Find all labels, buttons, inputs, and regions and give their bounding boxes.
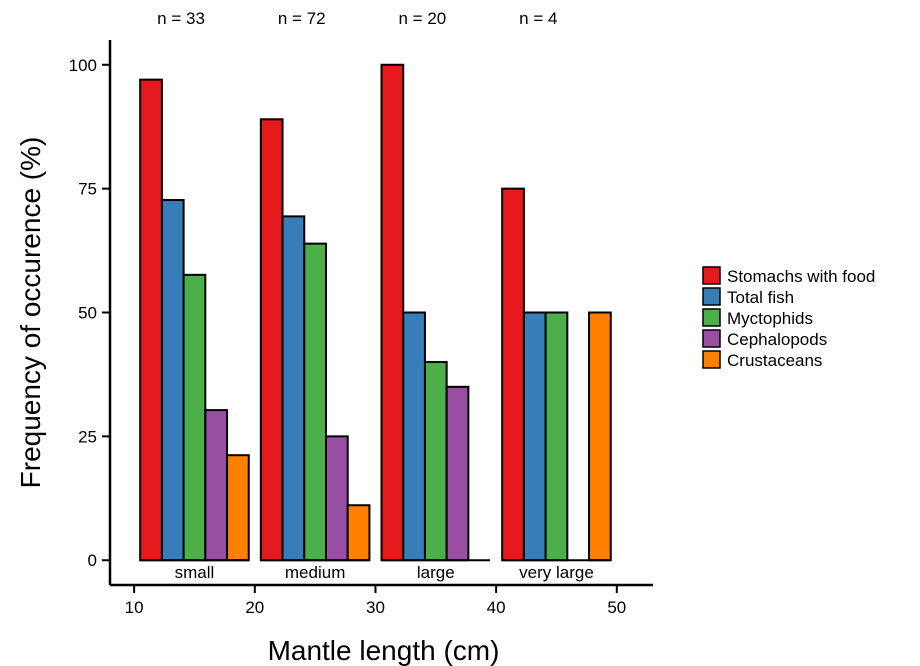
bar-stomachs-with-food-medium	[259, 118, 284, 562]
legend: Stomachs with food Total fish Myctophids Ce…	[702, 266, 875, 370]
bar-total-fish-large	[402, 311, 426, 562]
legend-entry-label: Myctophids	[727, 309, 813, 328]
sample-size-label: n = 20	[399, 9, 447, 28]
bar-crustaceans-medium	[346, 504, 371, 562]
y-tick-label: 75	[78, 180, 97, 199]
bar-crustaceans-very-large	[588, 311, 612, 562]
legend-swatch	[702, 266, 721, 285]
x-tick-label: 30	[366, 598, 385, 617]
x-tick-label: 50	[607, 598, 626, 617]
x-tick-label: 20	[245, 598, 264, 617]
legend-swatch	[702, 329, 721, 348]
bar-cephalopods-large	[445, 385, 470, 562]
bar-myctophids-very-large	[544, 311, 569, 562]
y-tick-label: 0	[88, 551, 97, 570]
x-axis-ticks: 10 20 30 40 50	[125, 585, 626, 617]
legend-entry-label: Stomachs with food	[727, 267, 875, 286]
bars-layer	[139, 63, 612, 562]
y-axis-title: Frequency of occurence (%)	[15, 137, 46, 489]
legend-swatch	[702, 308, 721, 327]
bar-total-fish-small	[160, 199, 185, 562]
y-tick-label: 25	[78, 427, 97, 446]
bar-stomachs-with-food-very-large	[501, 187, 525, 562]
legend-entry-label: Crustaceans	[727, 351, 822, 370]
x-axis-title: Mantle length (cm)	[268, 635, 500, 666]
x-tick-label: 40	[487, 598, 506, 617]
bar-stomachs-with-food-small	[139, 78, 163, 562]
legend-entry-label: Cephalopods	[727, 330, 827, 349]
group-labels-layer: small medium large very large	[175, 563, 594, 582]
sample-size-label: n = 33	[157, 9, 205, 28]
legend-swatch	[702, 287, 721, 306]
legend-entry-label: Total fish	[727, 288, 794, 307]
sample-size-label: n = 4	[519, 9, 557, 28]
bar-myctophids-large	[423, 361, 448, 562]
bar-cephalopods-medium	[324, 435, 349, 562]
bar-myctophids-medium	[303, 242, 327, 562]
group-label: medium	[285, 563, 345, 582]
x-tick-label: 10	[125, 598, 144, 617]
bar-myctophids-small	[182, 273, 207, 562]
group-label: small	[175, 563, 215, 582]
bar-total-fish-medium	[281, 215, 306, 562]
bar-total-fish-very-large	[522, 311, 547, 562]
y-tick-label: 100	[69, 56, 97, 75]
y-tick-label: 50	[78, 304, 97, 323]
sample-size-labels: n = 33 n = 72 n = 20 n = 4	[157, 9, 557, 28]
bar-stomachs-with-food-large	[380, 63, 405, 562]
group-label: large	[417, 563, 455, 582]
y-axis-ticks: 0 25 50 75 100	[69, 56, 110, 570]
sample-size-label: n = 72	[278, 9, 326, 28]
bar-cephalopods-small	[204, 409, 229, 562]
group-label: very large	[519, 563, 594, 582]
bar-crustaceans-small	[226, 454, 250, 562]
legend-swatch	[702, 350, 721, 369]
